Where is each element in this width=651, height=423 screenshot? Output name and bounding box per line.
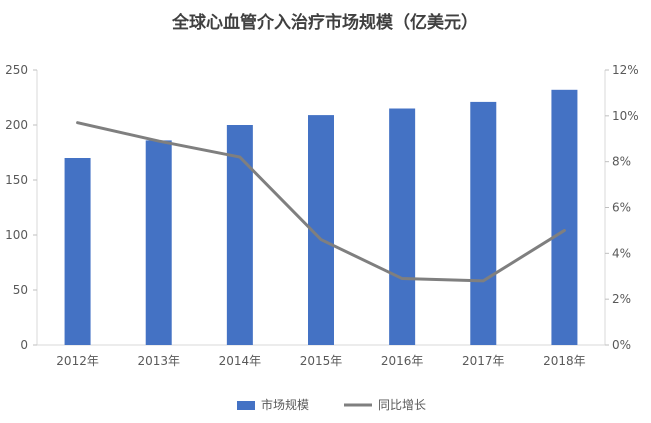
legend-label-bar: 市场规模	[261, 397, 309, 412]
line-series	[76, 121, 566, 283]
bar	[389, 108, 416, 345]
right-tick-label: 6%	[612, 201, 631, 215]
chart-axes: 0 50 100 150 200 250 0% 2% 4% 6% 8% 10% 12% 2012年 2013…	[5, 63, 639, 368]
right-tick-label: 2%	[612, 292, 631, 306]
left-tick-label: 250	[5, 63, 28, 77]
left-tick-label: 150	[5, 173, 28, 187]
right-tick-label: 0%	[612, 338, 631, 352]
bar	[145, 140, 172, 345]
chart-title: 全球心血管介入治疗市场规模（亿美元）	[171, 12, 478, 33]
x-tick-label: 2015年	[300, 354, 343, 368]
x-tick-label: 2018年	[543, 354, 586, 368]
legend-swatch-bar	[237, 401, 255, 410]
legend-label-line: 同比增长	[378, 398, 426, 412]
x-tick-label: 2014年	[219, 354, 262, 368]
x-tick-label: 2013年	[137, 354, 180, 368]
left-tick-label: 0	[20, 338, 28, 352]
chart-legend: 市场规模 同比增长	[237, 397, 426, 412]
left-tick-label: 200	[5, 118, 28, 132]
left-tick-label: 50	[13, 283, 28, 297]
bar-series	[64, 89, 578, 346]
right-tick-label: 12%	[612, 63, 639, 77]
bar	[64, 158, 91, 345]
right-tick-label: 4%	[612, 246, 631, 260]
bar	[226, 125, 253, 345]
right-tick-label: 8%	[612, 155, 631, 169]
bar	[470, 101, 497, 346]
x-tick-label: 2012年	[56, 354, 99, 368]
left-tick-label: 100	[5, 228, 28, 242]
right-tick-label: 10%	[612, 109, 639, 123]
x-tick-label: 2016年	[381, 354, 424, 368]
x-tick-label: 2017年	[462, 354, 505, 368]
bar	[551, 89, 578, 345]
